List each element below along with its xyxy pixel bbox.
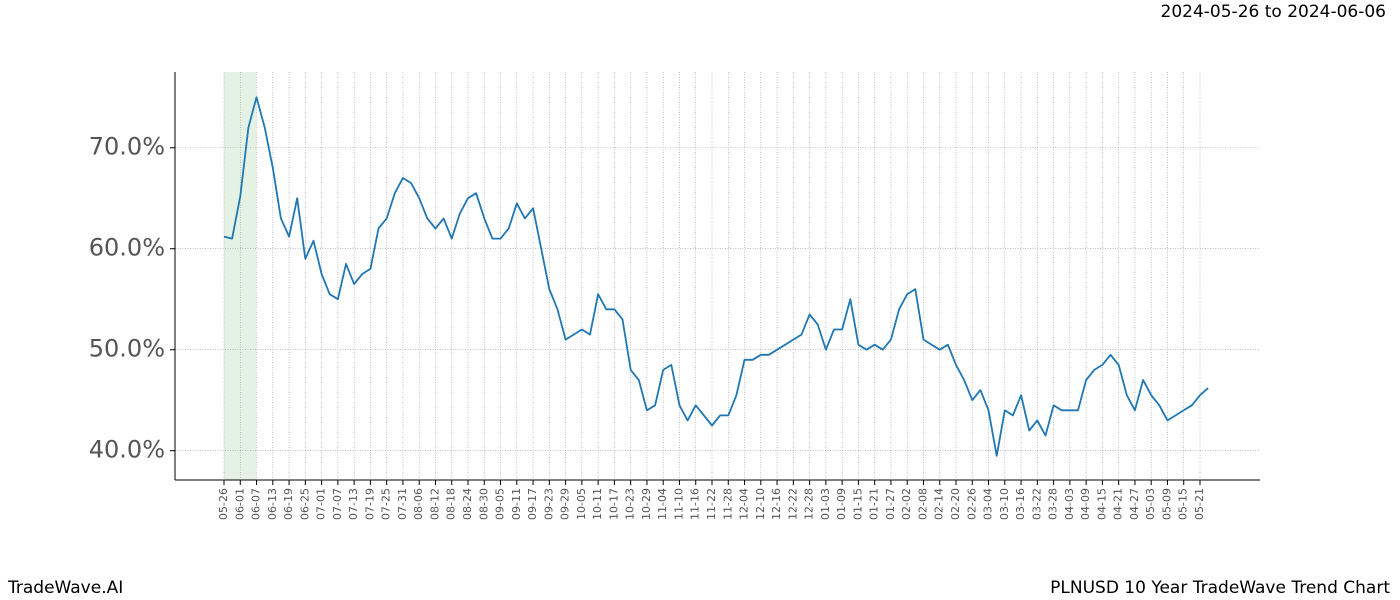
x-tick-label: 10-11 xyxy=(591,488,604,520)
x-tick-label: 05-15 xyxy=(1177,488,1190,520)
x-tick-label: 07-01 xyxy=(315,488,328,520)
x-tick-label: 01-15 xyxy=(851,488,864,520)
x-tick-label: 07-25 xyxy=(380,488,393,520)
x-tick-label: 08-30 xyxy=(477,488,490,520)
y-tick-label: 50.0% xyxy=(89,335,165,363)
source-label: TradeWave.AI xyxy=(7,578,123,598)
x-tick-label: 03-28 xyxy=(1047,488,1060,520)
x-tick-label: 06-25 xyxy=(298,488,311,520)
x-tick-label: 05-21 xyxy=(1193,488,1206,520)
x-tick-label: 09-29 xyxy=(559,488,572,520)
line-series xyxy=(223,96,1209,457)
x-tick-label: 10-05 xyxy=(575,488,588,520)
x-tick-label: 08-12 xyxy=(428,488,441,520)
x-tick-label: 12-10 xyxy=(754,488,767,520)
x-tick-label: 10-29 xyxy=(640,488,653,520)
x-tick-label: 05-09 xyxy=(1160,488,1173,520)
x-tick-label: 09-17 xyxy=(526,488,539,520)
x-tick-label: 02-02 xyxy=(900,488,913,520)
x-tick-label: 07-13 xyxy=(347,488,360,520)
x-tick-label: 03-16 xyxy=(1014,488,1027,520)
x-tick-label: 12-28 xyxy=(803,488,816,520)
x-tick-label: 06-19 xyxy=(282,488,295,520)
x-tick-label: 09-05 xyxy=(494,488,507,520)
x-tick-label: 05-03 xyxy=(1144,488,1157,520)
x-tick-label: 03-04 xyxy=(982,488,995,520)
x-tick-label: 06-01 xyxy=(233,488,246,520)
y-tick-label: 40.0% xyxy=(89,436,165,464)
x-tick-label: 04-03 xyxy=(1063,488,1076,520)
x-tick-label: 11-10 xyxy=(672,488,685,520)
x-tick-label: 07-31 xyxy=(396,488,409,520)
y-tick-label: 70.0% xyxy=(89,133,165,161)
x-tick-label: 07-07 xyxy=(331,488,344,520)
x-tick-label: 02-20 xyxy=(949,488,962,520)
x-tick-label: 11-28 xyxy=(721,488,734,520)
x-tick-label: 10-17 xyxy=(607,488,620,520)
x-tick-label: 09-23 xyxy=(542,488,555,520)
x-tick-label: 03-22 xyxy=(1030,488,1043,520)
x-tick-label: 11-04 xyxy=(656,488,669,520)
x-tick-label: 06-13 xyxy=(266,488,279,520)
x-tick-label: 06-07 xyxy=(250,488,263,520)
x-tick-label: 05-26 xyxy=(217,488,230,520)
x-tick-label: 02-14 xyxy=(933,488,946,520)
x-tick-label: 04-21 xyxy=(1112,488,1125,520)
x-tick-label: 04-09 xyxy=(1079,488,1092,520)
x-tick-label: 12-22 xyxy=(786,488,799,520)
highlight-span xyxy=(224,72,256,480)
x-tick-label: 04-15 xyxy=(1095,488,1108,520)
chart-title: PLNUSD 10 Year TradeWave Trend Chart xyxy=(1050,578,1390,598)
x-tick-label: 11-22 xyxy=(705,488,718,520)
x-tick-label: 12-04 xyxy=(738,488,751,520)
x-tick-label: 02-08 xyxy=(916,488,929,520)
x-tick-label: 03-10 xyxy=(998,488,1011,520)
x-tick-label: 02-26 xyxy=(965,488,978,520)
x-tick-label: 08-18 xyxy=(445,488,458,520)
x-tick-label: 08-06 xyxy=(412,488,425,520)
x-tick-label: 07-19 xyxy=(363,488,376,520)
x-tick-label: 10-23 xyxy=(624,488,637,520)
x-tick-label: 01-09 xyxy=(835,488,848,520)
x-tick-label: 12-16 xyxy=(770,488,783,520)
x-tick-label: 01-21 xyxy=(868,488,881,520)
x-tick-label: 09-11 xyxy=(510,488,523,520)
x-tick-label: 01-27 xyxy=(884,488,897,520)
x-tick-label: 01-03 xyxy=(819,488,832,520)
chart-subtitle: 2024-05-26 to 2024-06-06 xyxy=(1161,2,1386,22)
y-tick-label: 60.0% xyxy=(89,234,165,262)
x-tick-label: 04-27 xyxy=(1128,488,1141,520)
x-tick-label: 11-16 xyxy=(689,488,702,520)
x-tick-label: 08-24 xyxy=(461,488,474,520)
